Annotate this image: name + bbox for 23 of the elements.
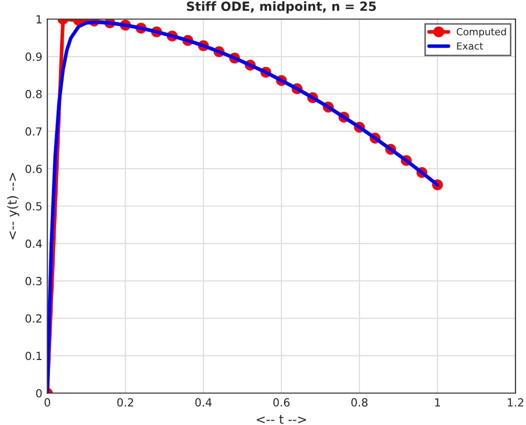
x-tick-label: 0.8: [351, 398, 368, 407]
x-tick-label: 1: [435, 398, 440, 406]
y-tick-label: 0: [36, 389, 42, 398]
x-tick-label: 0.2: [117, 398, 134, 407]
x-tick-label: 1.2: [508, 398, 524, 406]
y-tick-label: 0.3: [26, 276, 42, 286]
x-tick-label: 0.6: [273, 398, 290, 407]
y-tick-label: 0.1: [26, 352, 42, 360]
x-tick-label: 0.4: [195, 398, 212, 407]
x-axis-title: <-- t -->: [256, 415, 306, 424]
y-tick-label: 0.7: [26, 127, 42, 136]
y-tick-label: 0.6: [26, 164, 42, 174]
y-tick-label: 0.2: [26, 314, 42, 323]
y-tick-label: 0.5: [26, 202, 42, 211]
legend-label: Exact: [457, 42, 483, 50]
y-tick-label: 0.9: [26, 52, 42, 61]
chart-title: Stiff ODE, midpoint, n = 25: [186, 1, 376, 14]
legend-label: Computed: [456, 28, 506, 38]
y-axis-title: <-- y(t) -->: [7, 172, 20, 240]
x-tick-label: 0: [44, 398, 50, 407]
y-tick-label: 1: [36, 15, 42, 24]
y-tick-label: 0.4: [26, 240, 42, 248]
y-tick-label: 0.8: [26, 90, 42, 98]
